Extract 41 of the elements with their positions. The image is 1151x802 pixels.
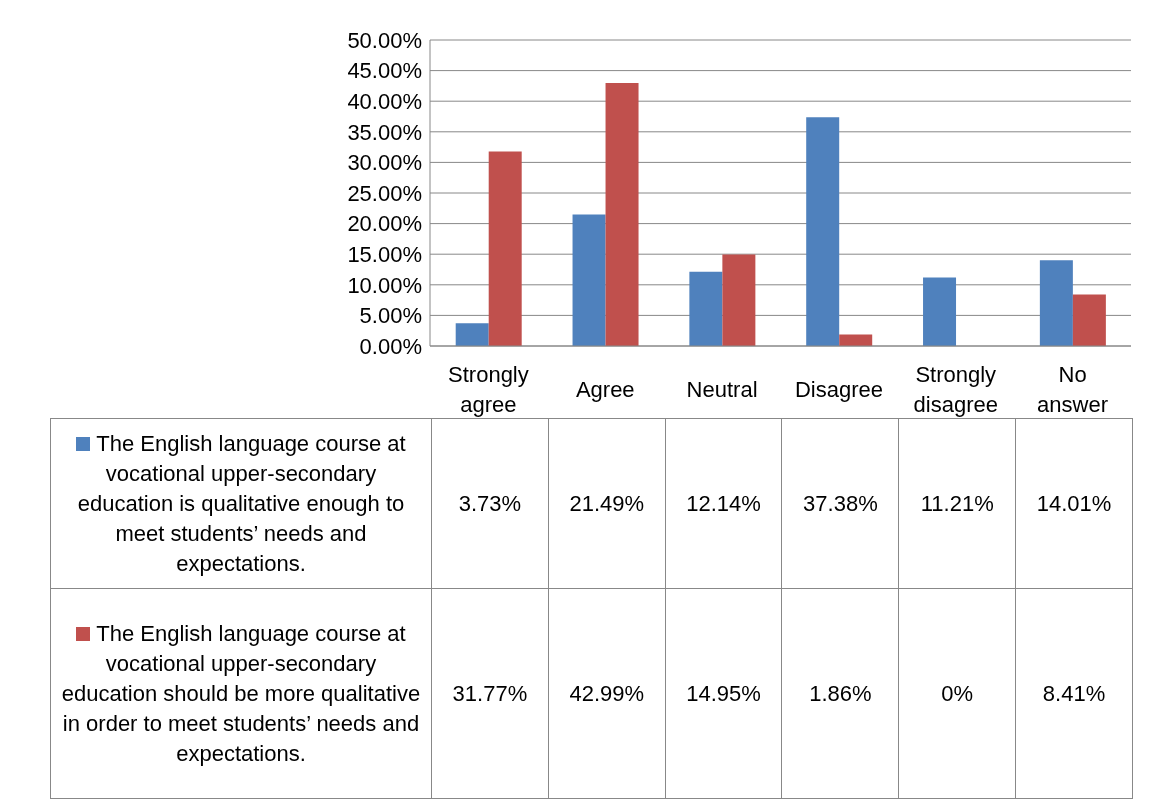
y-tick-label: 40.00% <box>347 89 422 115</box>
x-tick-label: Disagree <box>794 376 883 402</box>
data-label: 0% <box>898 588 1016 799</box>
y-tick-label: 15.00% <box>347 242 422 268</box>
x-tick-label: Neutral <box>686 376 758 402</box>
data-label: 11.21% <box>898 418 1016 589</box>
y-tick-label: 45.00% <box>347 58 422 84</box>
bar <box>1039 260 1073 346</box>
x-tick-label: No answer <box>1037 361 1109 417</box>
data-label: 1.86% <box>781 588 899 799</box>
data-label: 42.99% <box>548 588 666 799</box>
data-label: 12.14% <box>665 418 782 589</box>
y-tick-label: 0.00% <box>359 333 422 359</box>
bar <box>722 254 756 346</box>
data-label: 37.38% <box>781 418 899 589</box>
data-label: 21.49% <box>548 418 666 589</box>
data-label: 8.41% <box>1015 588 1133 799</box>
data-label: 14.01% <box>1015 418 1133 589</box>
bar <box>1072 294 1106 346</box>
y-tick-label: 30.00% <box>347 150 422 176</box>
bar <box>455 323 489 346</box>
bar <box>806 117 840 346</box>
legend-label: The English language course at vocational upper-secondary education is qualitative enough to meet students’ needs and expectations. <box>50 418 432 589</box>
y-tick-label: 20.00% <box>347 211 422 237</box>
bar <box>923 277 957 346</box>
y-tick-label: 5.00% <box>359 303 422 329</box>
x-tick-label: Strongly disagree <box>913 361 998 417</box>
bar <box>572 214 606 346</box>
bar <box>689 271 723 346</box>
bar <box>605 82 639 346</box>
data-label: 14.95% <box>665 588 782 799</box>
legend-label: The English language course at vocational upper-secondary education should be more qualitative in order to meet students’ needs and expectations. <box>50 588 432 799</box>
x-tick-label: Strongly agree <box>448 361 529 417</box>
y-tick-label: 10.00% <box>347 272 422 298</box>
y-tick-label: 35.00% <box>347 119 422 145</box>
x-tick-label: Agree <box>575 376 635 402</box>
data-label: 31.77% <box>431 588 549 799</box>
y-tick-label: 50.00% <box>347 27 422 53</box>
bar <box>488 151 522 346</box>
y-tick-label: 25.00% <box>347 180 422 206</box>
data-label: 3.73% <box>431 418 549 589</box>
